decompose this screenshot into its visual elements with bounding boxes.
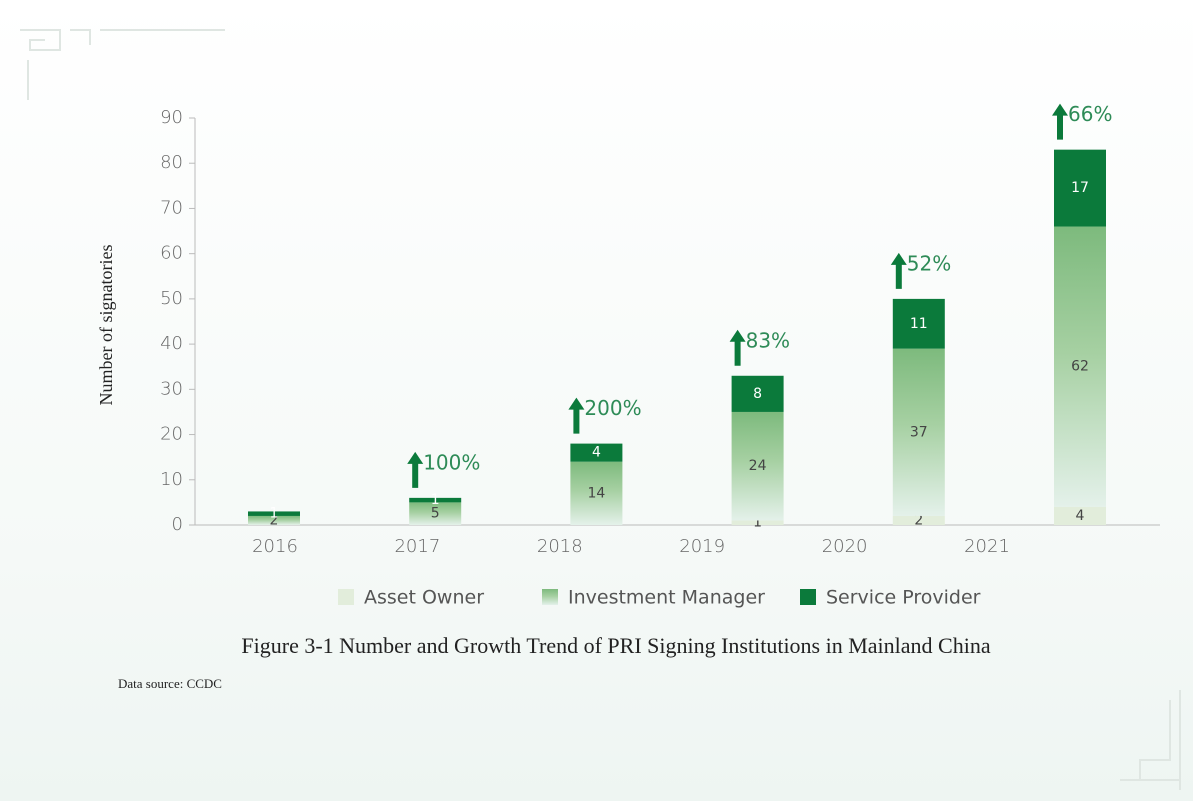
legend-label: Investment Manager: [568, 587, 765, 609]
segment-label: 4: [1076, 508, 1085, 524]
y-tick-label: 60: [160, 243, 183, 264]
y-tick-label: 70: [160, 197, 183, 218]
segment-label: 62: [1071, 359, 1089, 375]
x-tick-label: 2018: [537, 536, 583, 557]
bar-segment: [409, 497, 462, 503]
bar-segment: [731, 520, 784, 525]
growth-arrow: [407, 451, 424, 488]
bar-segment: [892, 298, 945, 349]
x-tick-label: 2021: [964, 536, 1010, 557]
bar-segment: [892, 515, 945, 525]
growth-arrow: [1052, 103, 1068, 140]
y-tick-label: 20: [160, 424, 183, 445]
x-tick-label: 2019: [679, 536, 725, 557]
segment-label: 17: [1071, 180, 1089, 196]
segment-label: 8: [753, 386, 762, 402]
y-tick-label: 80: [160, 152, 183, 173]
growth-arrow: [729, 329, 746, 366]
bar-segment: [1054, 506, 1106, 525]
segment-label: 1: [753, 515, 762, 531]
segment-label: 4: [592, 445, 601, 461]
growth-label: 52%: [907, 251, 951, 275]
y-tick-label: 0: [172, 514, 183, 535]
bar-segment: [1054, 226, 1106, 507]
growth-arrow: [568, 397, 585, 434]
bar-segment: [731, 375, 784, 412]
segment-label: 5: [431, 506, 440, 522]
bar-segment: [248, 515, 300, 525]
x-tick-label: 2020: [822, 536, 868, 557]
growth-label: 100%: [423, 450, 480, 474]
legend-swatch: [338, 589, 354, 605]
y-axis-label: Number of signatories: [96, 245, 116, 406]
x-tick-label: 2017: [394, 536, 440, 557]
corner-ornament: [20, 29, 1181, 790]
bar-segment: [731, 411, 784, 521]
segment-label: 14: [587, 485, 605, 501]
y-tick-label: 50: [160, 288, 183, 309]
bar-segment: [892, 348, 945, 516]
bar-segment: [570, 461, 623, 525]
segment-label: 1: [431, 492, 440, 508]
growth-label: 200%: [584, 396, 641, 420]
growth-arrow: [890, 252, 907, 289]
segment-label: 24: [749, 458, 767, 474]
bar-segment: [409, 502, 462, 525]
segment-label: 2: [914, 512, 923, 528]
segment-label: 2: [270, 512, 279, 528]
y-tick-label: 10: [160, 469, 183, 490]
bar-segment: [1054, 149, 1106, 227]
bar-segment: [248, 511, 300, 516]
bar-segment: [570, 443, 623, 462]
legend-label: Asset Owner: [364, 587, 484, 609]
growth-label: 83%: [746, 328, 790, 352]
legend-label: Service Provider: [826, 587, 981, 609]
segment-label: 37: [910, 424, 928, 440]
x-tick-label: 2016: [252, 536, 298, 557]
legend-swatch: [542, 589, 558, 605]
legend-swatch: [800, 589, 816, 605]
segment-label: 1: [270, 506, 279, 522]
y-tick-label: 30: [160, 378, 183, 399]
segment-label: 11: [910, 316, 928, 332]
y-tick-label: 40: [160, 333, 183, 354]
growth-label: 66%: [1068, 102, 1112, 126]
caption: Figure 3-1 Number and Growth Trend of PR…: [241, 633, 990, 658]
source: Data source: CCDC: [118, 676, 222, 691]
y-tick-label: 90: [160, 107, 183, 128]
